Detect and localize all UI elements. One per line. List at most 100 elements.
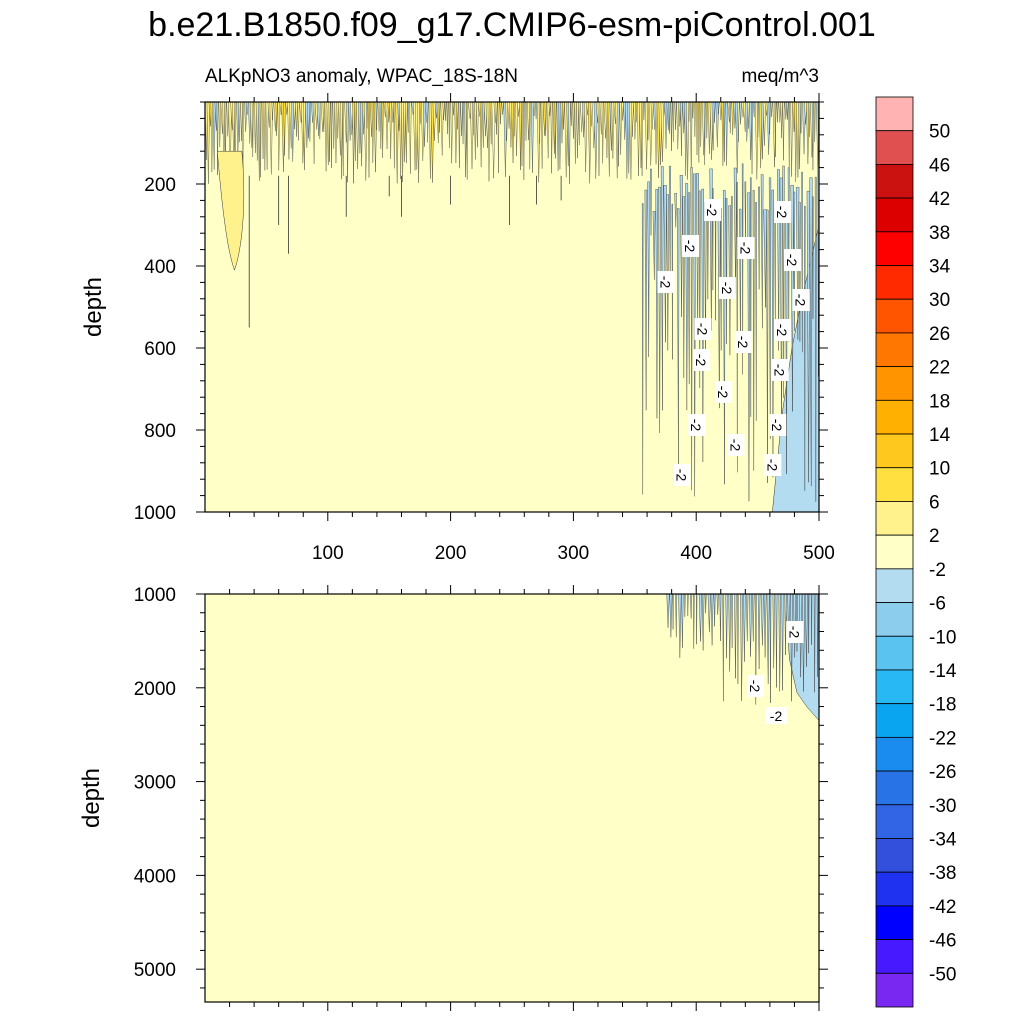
surface-filament [523, 102, 525, 180]
svg-text:-2: -2 [769, 419, 785, 432]
contour-label: -2 [718, 277, 736, 299]
deep-filament [744, 181, 747, 245]
surface-filament [550, 102, 553, 174]
colorbar-swatch [875, 467, 914, 502]
surface-filament [611, 102, 615, 159]
colorbar-swatch [875, 905, 914, 940]
deep-filament [755, 202, 757, 421]
colorbar-label: 50 [929, 122, 950, 143]
surface-filament [418, 102, 422, 124]
colorbar-swatch [875, 939, 914, 974]
surface-filament [251, 102, 254, 158]
surface-filament [768, 102, 771, 135]
deep-filament [763, 209, 767, 308]
surface-filament [354, 102, 357, 161]
surface-filament [684, 102, 688, 176]
surface-filament [794, 102, 798, 182]
colorbar-swatch [875, 770, 914, 806]
deep-filament [801, 171, 803, 353]
deep-filament [812, 196, 814, 319]
y-tick-label: 600 [144, 339, 176, 360]
deep-filament [752, 190, 755, 471]
svg-text:-2: -2 [673, 469, 689, 482]
surface-filament [546, 102, 550, 159]
surface-filament [601, 102, 604, 164]
colorbar-label: 2 [929, 526, 940, 547]
surface-filament [780, 102, 783, 139]
surface-filament [491, 102, 496, 179]
colorbar: 50 46 42 38 34 30 26 22 18 14 10 6 2 -2 -6 -10 -14 -18 -22… [875, 96, 957, 1008]
svg-text:-2: -2 [658, 276, 674, 289]
surface-filament [629, 102, 633, 180]
surface-filament [255, 102, 259, 161]
x-tick-label: 400 [680, 543, 712, 564]
surface-filament [676, 102, 680, 150]
deep-filament [749, 594, 753, 657]
surface-filament [694, 102, 696, 137]
y-tick-label: 400 [144, 257, 176, 278]
svg-text:-2: -2 [715, 386, 731, 399]
surface-filament [293, 102, 296, 130]
deep-filament [675, 594, 678, 638]
surface-filament [332, 102, 335, 149]
surface-filament [472, 102, 475, 136]
surface-filament [224, 102, 227, 172]
surface-filament [242, 102, 244, 181]
surface-filament [641, 102, 644, 176]
x-tick-label: 200 [435, 543, 467, 564]
surface-filament [760, 102, 764, 160]
surface-filament [576, 102, 579, 159]
svg-text:-2: -2 [774, 206, 790, 219]
surface-filament [717, 102, 720, 115]
svg-text:-2: -2 [784, 254, 800, 267]
deep-filament [678, 594, 682, 658]
surface-filament [644, 102, 649, 170]
surface-filament [713, 102, 716, 123]
surface-filament [664, 102, 668, 149]
svg-text:-2: -2 [719, 282, 735, 295]
colorbar-swatch [875, 366, 914, 401]
surface-filament [395, 102, 399, 184]
surface-filament [530, 102, 534, 173]
colorbar-swatch [875, 871, 914, 907]
deep-filament [681, 594, 684, 648]
surface-filament [660, 102, 665, 162]
surface-filament [688, 102, 690, 122]
deep-filament [731, 196, 733, 297]
surface-filament [538, 102, 541, 144]
svg-text:-2: -2 [770, 708, 783, 724]
colorbar-swatch [875, 534, 914, 570]
deep-filament [778, 594, 781, 692]
surface-filament [322, 102, 325, 132]
deep-filament [771, 189, 774, 478]
surface-filament [719, 102, 723, 121]
contour-label: -2 [747, 675, 765, 697]
deep-filament [769, 594, 772, 703]
colorbar-swatch [875, 703, 914, 738]
surface-filament [430, 102, 435, 183]
surface-filament [784, 102, 788, 120]
colorbar-label: 6 [929, 492, 940, 513]
svg-text:-2: -2 [688, 419, 704, 432]
surface-filament [703, 102, 706, 165]
subtitle-right: meq/m^3 [741, 66, 819, 87]
y-tick-label: 200 [144, 175, 176, 196]
surface-filament [731, 102, 735, 136]
colorbar-label: 38 [929, 223, 950, 244]
surface-filament [497, 102, 500, 173]
deep-filament [641, 203, 644, 495]
surface-filament [654, 102, 658, 165]
surface-filament [401, 102, 404, 183]
upper-ylabel: depth [80, 277, 107, 337]
surface-filament [287, 102, 291, 160]
surface-filament [517, 102, 521, 117]
surface-filament [674, 102, 677, 130]
surface-filament [729, 102, 732, 134]
deep-filament [652, 211, 656, 280]
surface-filament [240, 102, 243, 141]
surface-filament [723, 102, 726, 162]
surface-filament [452, 102, 455, 116]
contour-label: -2 [765, 707, 788, 724]
surface-filament [762, 102, 767, 146]
surface-filament [342, 102, 345, 177]
